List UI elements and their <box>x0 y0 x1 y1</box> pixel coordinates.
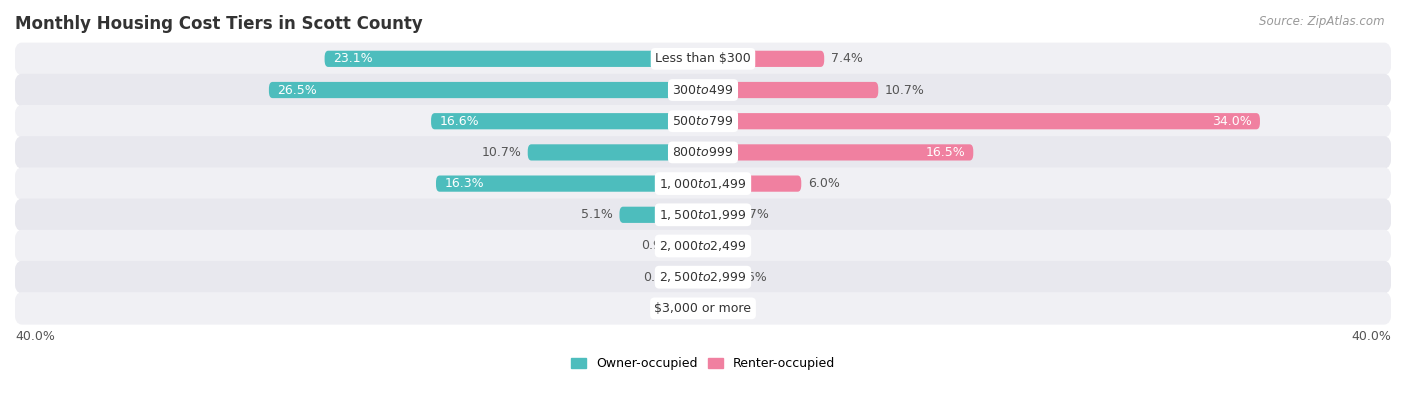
FancyBboxPatch shape <box>269 82 703 98</box>
FancyBboxPatch shape <box>703 51 824 67</box>
Text: $300 to $499: $300 to $499 <box>672 83 734 97</box>
FancyBboxPatch shape <box>703 269 730 285</box>
Text: $800 to $999: $800 to $999 <box>672 146 734 159</box>
FancyBboxPatch shape <box>703 113 1260 129</box>
Text: $2,500 to $2,999: $2,500 to $2,999 <box>659 270 747 284</box>
Text: $1,000 to $1,499: $1,000 to $1,499 <box>659 177 747 190</box>
Text: 0.0%: 0.0% <box>665 302 696 315</box>
FancyBboxPatch shape <box>14 105 1392 137</box>
FancyBboxPatch shape <box>14 199 1392 231</box>
Text: Less than $300: Less than $300 <box>655 52 751 65</box>
Text: $500 to $799: $500 to $799 <box>672 115 734 128</box>
FancyBboxPatch shape <box>703 144 973 161</box>
Text: $3,000 or more: $3,000 or more <box>655 302 751 315</box>
FancyBboxPatch shape <box>527 144 703 161</box>
Text: $1,500 to $1,999: $1,500 to $1,999 <box>659 208 747 222</box>
Text: Monthly Housing Cost Tiers in Scott County: Monthly Housing Cost Tiers in Scott Coun… <box>15 15 423 33</box>
Text: 10.7%: 10.7% <box>481 146 522 159</box>
Text: $2,000 to $2,499: $2,000 to $2,499 <box>659 239 747 253</box>
Text: 0.0%: 0.0% <box>710 302 741 315</box>
FancyBboxPatch shape <box>14 261 1392 293</box>
Text: 16.6%: 16.6% <box>439 115 479 128</box>
FancyBboxPatch shape <box>14 43 1392 75</box>
Text: 7.4%: 7.4% <box>831 52 863 65</box>
FancyBboxPatch shape <box>703 82 879 98</box>
Text: 10.7%: 10.7% <box>884 83 925 97</box>
Text: 34.0%: 34.0% <box>1212 115 1251 128</box>
FancyBboxPatch shape <box>14 136 1392 168</box>
Text: 16.3%: 16.3% <box>444 177 484 190</box>
FancyBboxPatch shape <box>689 269 703 285</box>
FancyBboxPatch shape <box>432 113 703 129</box>
Text: 5.1%: 5.1% <box>581 208 613 221</box>
FancyBboxPatch shape <box>703 176 801 192</box>
Text: 1.6%: 1.6% <box>735 271 768 284</box>
Legend: Owner-occupied, Renter-occupied: Owner-occupied, Renter-occupied <box>571 357 835 371</box>
FancyBboxPatch shape <box>436 176 703 192</box>
FancyBboxPatch shape <box>620 207 703 223</box>
Text: 40.0%: 40.0% <box>15 330 55 343</box>
FancyBboxPatch shape <box>14 292 1392 325</box>
FancyBboxPatch shape <box>14 230 1392 262</box>
FancyBboxPatch shape <box>703 207 731 223</box>
Text: 0.0%: 0.0% <box>710 239 741 252</box>
Text: 16.5%: 16.5% <box>925 146 965 159</box>
Text: 0.83%: 0.83% <box>643 271 683 284</box>
Text: 40.0%: 40.0% <box>1351 330 1391 343</box>
FancyBboxPatch shape <box>325 51 703 67</box>
Text: Source: ZipAtlas.com: Source: ZipAtlas.com <box>1260 15 1385 27</box>
Text: 26.5%: 26.5% <box>277 83 316 97</box>
Text: 0.97%: 0.97% <box>641 239 681 252</box>
Text: 23.1%: 23.1% <box>333 52 373 65</box>
Text: 6.0%: 6.0% <box>808 177 839 190</box>
FancyBboxPatch shape <box>688 238 703 254</box>
FancyBboxPatch shape <box>14 74 1392 106</box>
FancyBboxPatch shape <box>14 167 1392 200</box>
Text: 1.7%: 1.7% <box>737 208 769 221</box>
